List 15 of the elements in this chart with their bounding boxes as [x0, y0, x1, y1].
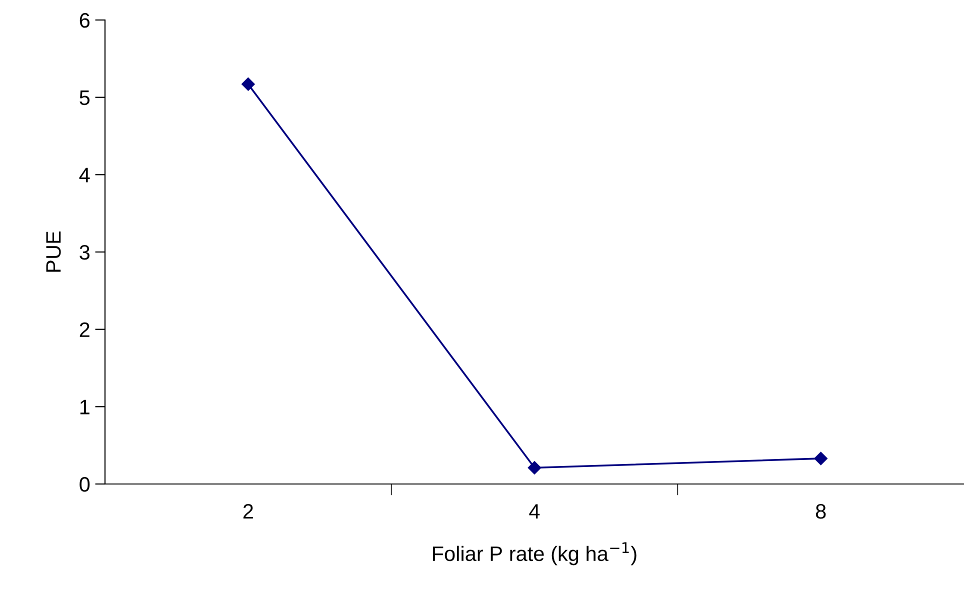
x-tick-label: 2	[243, 504, 253, 519]
y-tick-label: 5	[80, 90, 90, 106]
x-tick-label: 8	[816, 504, 826, 519]
y-tick-label: 3	[80, 245, 90, 260]
point	[528, 461, 542, 474]
y-tick-label: 4	[79, 168, 90, 182]
y-tick-label: 1	[80, 400, 90, 414]
y-axis-title: PUE	[46, 231, 61, 272]
point	[242, 78, 255, 91]
point	[814, 452, 828, 466]
x-axis-title: Foliar P rate (kg ha$^{−1}$)	[432, 542, 636, 566]
y-tick-label: 6	[80, 13, 90, 28]
x-tick-label: 4	[529, 504, 540, 519]
y-tick-label: 0	[80, 477, 90, 492]
y-tick-label: 2	[80, 322, 90, 337]
